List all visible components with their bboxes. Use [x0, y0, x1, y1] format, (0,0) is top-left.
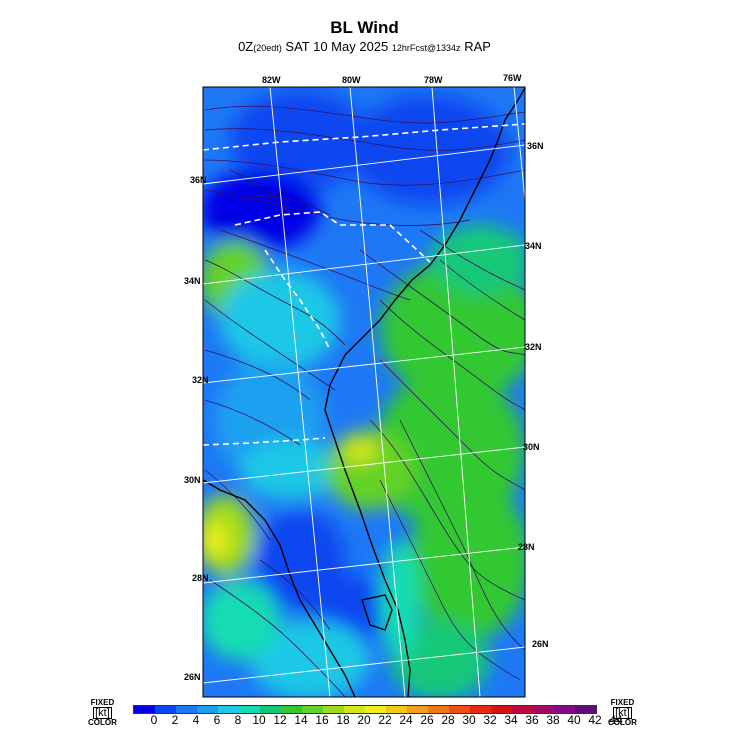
lat-label-left-26n: 26N [184, 672, 201, 682]
color-swatch [449, 706, 470, 713]
scale-tick-label: 14 [294, 713, 308, 727]
scale-tick-label: 36 [525, 713, 539, 727]
color-swatch [344, 706, 365, 713]
lat-label-right-32n: 32N [525, 342, 542, 352]
scale-tick-label: 24 [399, 713, 413, 727]
color-swatch [428, 706, 449, 713]
scale-tick-label: 4 [192, 713, 200, 727]
legend-right-fixed: FIXED [kt] COLOR [608, 699, 637, 727]
map-subtitle: 0Z(20edt) SAT 10 May 2025 12hrFcst@1334z… [0, 39, 729, 54]
color-swatch [218, 706, 239, 713]
scale-tick-label: 2 [171, 713, 179, 727]
color-swatch [239, 706, 260, 713]
scale-tick-label: 34 [504, 713, 518, 727]
color-swatch [365, 706, 386, 713]
lat-label-left-32n: 32N [192, 375, 209, 385]
map-frame [202, 86, 526, 698]
run-time-edt: (20edt) [253, 43, 282, 53]
legend-left-unit: [kt] [93, 707, 112, 719]
color-scale-ticks: 0 2 4 6 8 10 12 14 16 18 20 22 24 26 28 30 32 34 36 38 40 42 4… [133, 713, 623, 727]
map-title: BL Wind [330, 18, 399, 37]
legend-right-unit: [kt] [613, 707, 632, 719]
lon-label-80w: 80W [342, 75, 361, 85]
scale-tick-label: 18 [336, 713, 350, 727]
forecast-hour: 12hrFcst@1334z [391, 43, 461, 53]
lon-label-82w: 82W [262, 75, 281, 85]
color-scale-bar [133, 705, 597, 714]
model-name: RAP [464, 39, 491, 54]
streamlines [204, 105, 525, 697]
color-swatch [260, 706, 281, 713]
lat-label-right-28n: 28N [518, 542, 535, 552]
color-swatch [491, 706, 512, 713]
scale-tick-label: 6 [213, 713, 221, 727]
color-swatch [281, 706, 302, 713]
lat-label-left-34n: 34N [184, 276, 201, 286]
lat-label-left-36n: 36N [190, 175, 207, 185]
run-time: 0Z [238, 39, 254, 54]
scale-tick-label: 0 [150, 713, 158, 727]
lat-label-right-26n: 26N [532, 639, 549, 649]
color-swatch [134, 706, 155, 713]
legend-right-top: FIXED [610, 698, 635, 707]
color-swatch [323, 706, 344, 713]
scale-tick-label: 12 [273, 713, 287, 727]
lat-lon-grid [203, 87, 525, 697]
scale-tick-label: 26 [420, 713, 434, 727]
scale-tick-label: 40 [567, 713, 581, 727]
legend-right-bottom: COLOR [608, 718, 637, 727]
color-swatch [407, 706, 428, 713]
lat-label-left-30n: 30N [184, 475, 201, 485]
color-swatch [554, 706, 575, 713]
lat-label-right-34n: 34N [525, 241, 542, 251]
scale-tick-label: 20 [357, 713, 371, 727]
color-swatch [470, 706, 491, 713]
lat-label-right-36n: 36N [527, 141, 544, 151]
scale-tick-label: 16 [315, 713, 329, 727]
color-swatch [155, 706, 176, 713]
legend-left-top: FIXED [90, 698, 115, 707]
scale-tick-label: 44 [609, 713, 623, 727]
scale-tick-label: 30 [462, 713, 476, 727]
lat-label-right-30n: 30N [523, 442, 540, 452]
legend-left-bottom: COLOR [88, 718, 117, 727]
forecast-date: SAT 10 May 2025 [285, 39, 389, 54]
color-swatch [386, 706, 407, 713]
scale-tick-label: 10 [252, 713, 266, 727]
lon-label-76w: 76W [503, 73, 522, 83]
lon-label-78w: 78W [424, 75, 443, 85]
scale-tick-label: 38 [546, 713, 560, 727]
wind-speed-field [203, 90, 525, 697]
color-swatch [512, 706, 533, 713]
color-swatch [533, 706, 554, 713]
scale-tick-label: 22 [378, 713, 392, 727]
coastline [203, 87, 525, 697]
scale-tick-label: 32 [483, 713, 497, 727]
legend-left-fixed: FIXED [kt] COLOR [88, 699, 117, 727]
color-swatch [197, 706, 218, 713]
lat-label-left-28n: 28N [192, 573, 209, 583]
state-boundaries [203, 123, 525, 446]
color-swatch [575, 706, 596, 713]
color-swatch [176, 706, 197, 713]
scale-tick-label: 28 [441, 713, 455, 727]
scale-tick-label: 42 [588, 713, 602, 727]
color-swatch [302, 706, 323, 713]
scale-tick-label: 8 [234, 713, 242, 727]
